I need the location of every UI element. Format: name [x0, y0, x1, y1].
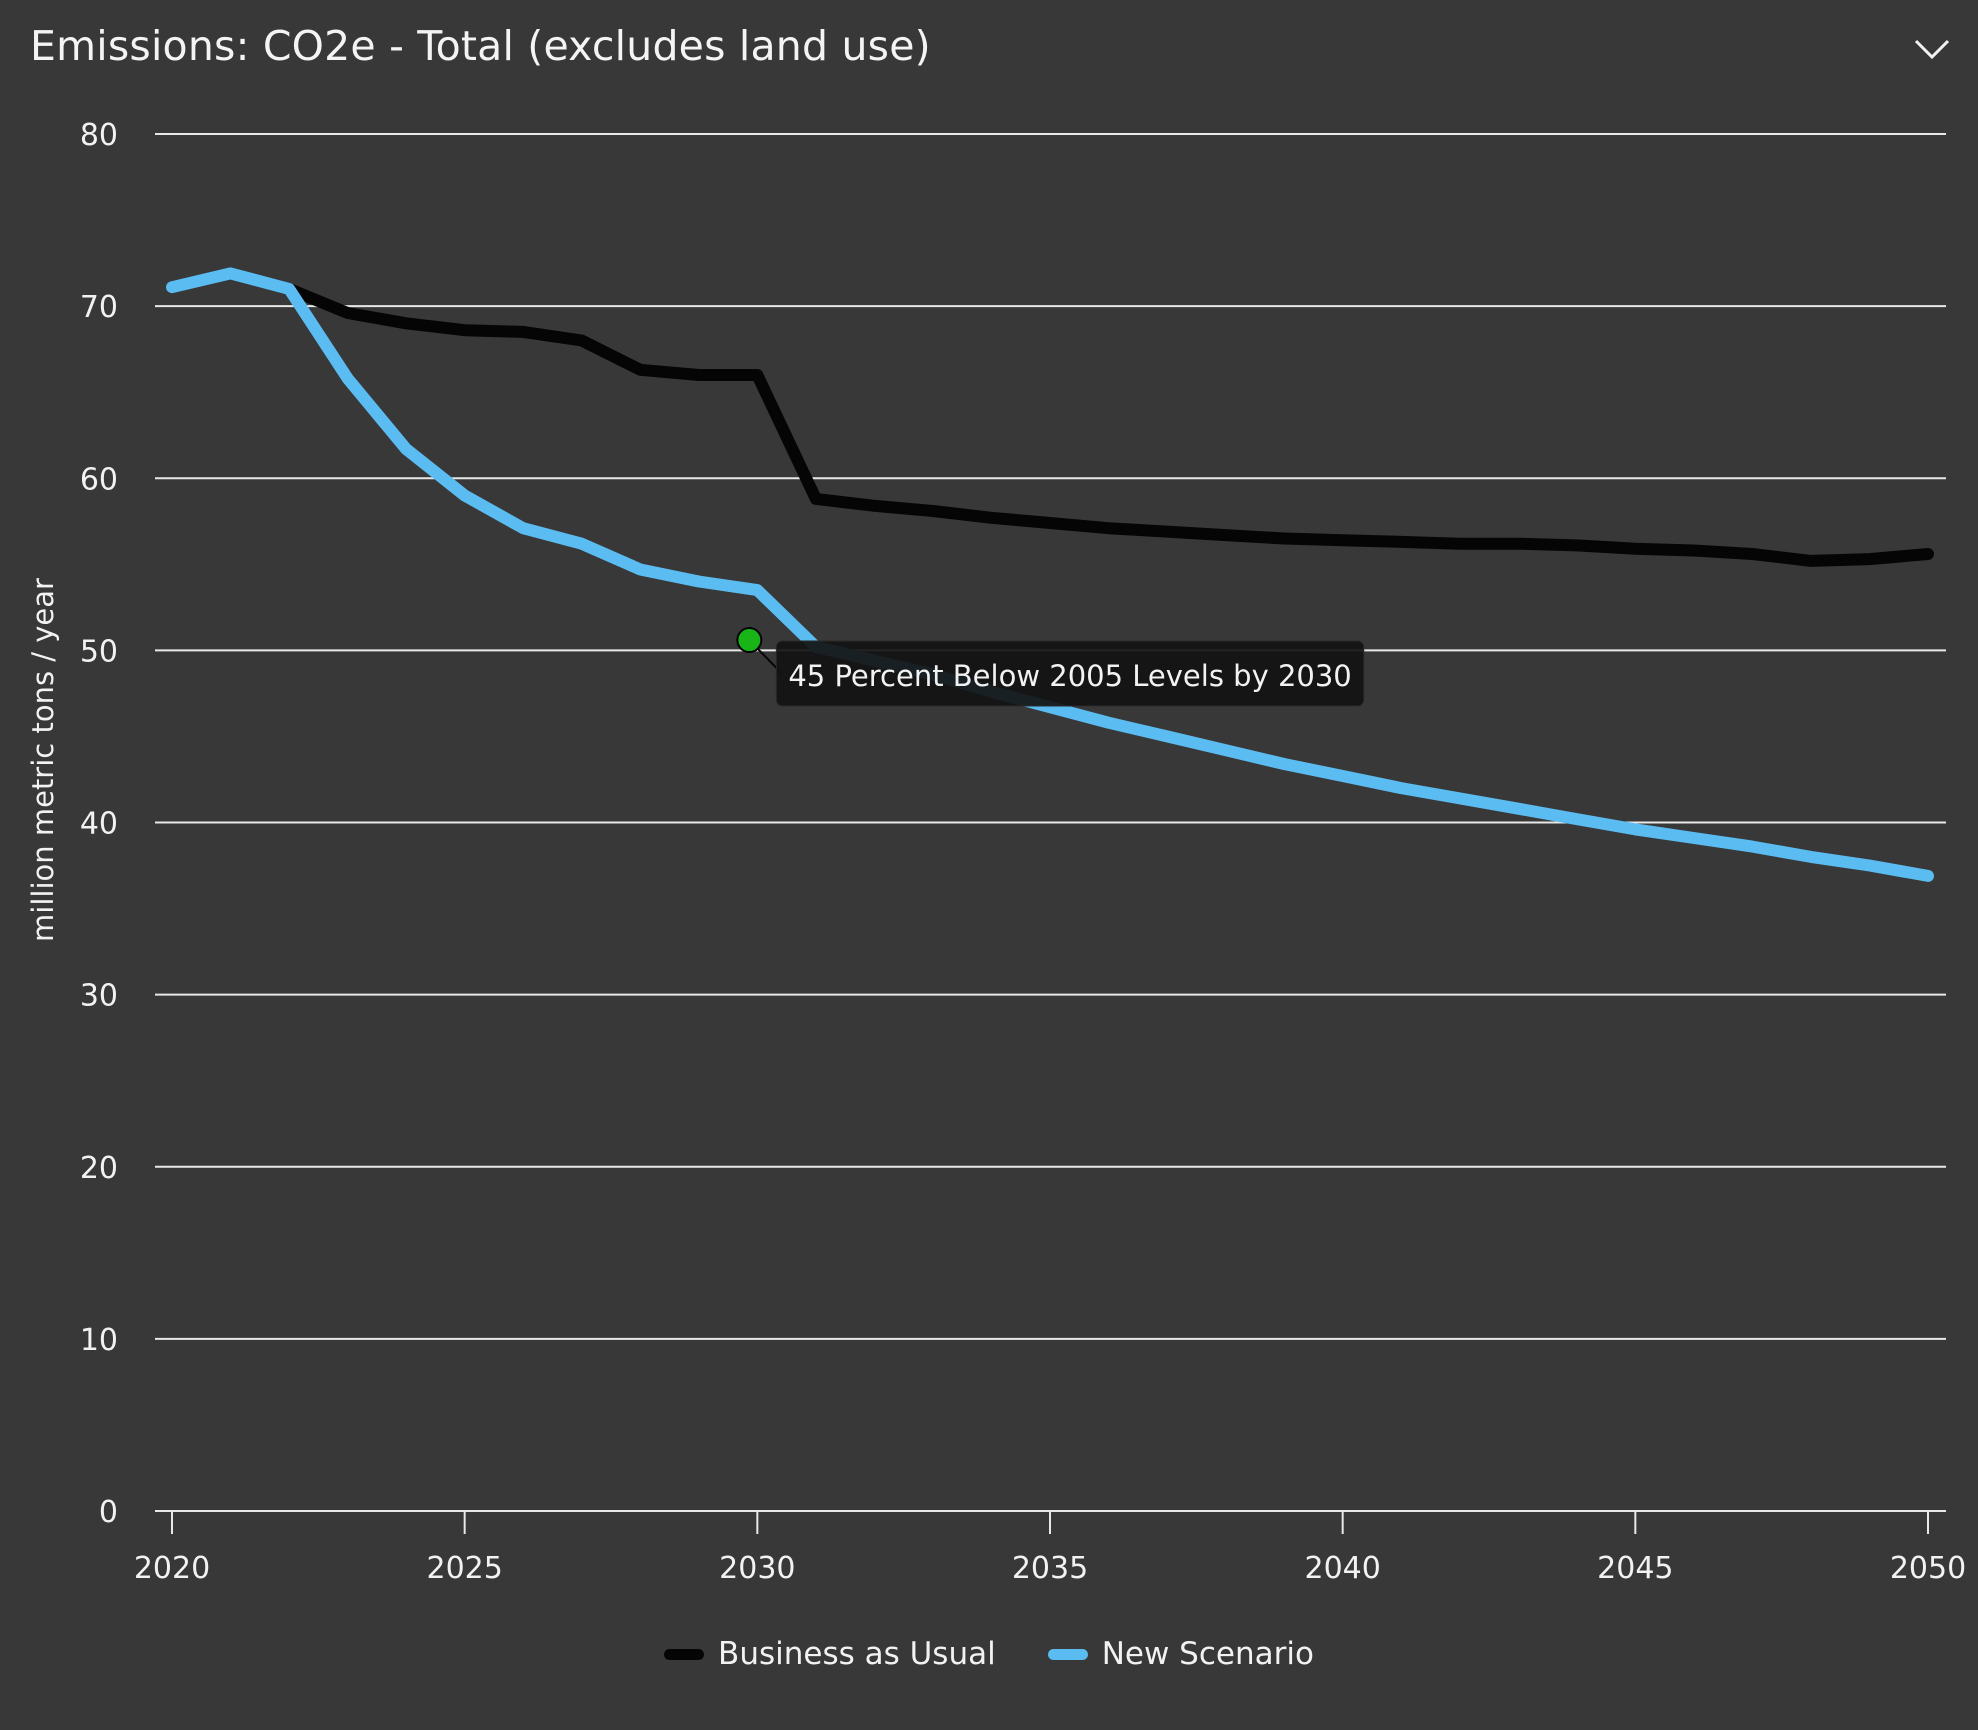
gridlines — [155, 133, 1946, 1512]
chevron-down-icon — [1914, 39, 1950, 60]
y-tick-label: 0 — [99, 1495, 118, 1530]
legend: Business as Usual New Scenario — [0, 1636, 1978, 1672]
y-tick-label: 50 — [80, 634, 118, 669]
y-tick-label: 70 — [80, 290, 118, 325]
series-line-business-as-usual — [166, 267, 1934, 567]
x-tick-label: 2045 — [1597, 1551, 1673, 1586]
x-axis: 2020 2025 2030 2035 2040 2045 2050 — [134, 1511, 1966, 1586]
legend-swatch-business-as-usual — [664, 1648, 705, 1660]
series-line-new-scenario — [166, 267, 1934, 882]
y-axis-label: million metric tons / year — [26, 578, 60, 942]
legend-item-new-scenario[interactable]: New Scenario — [1047, 1636, 1314, 1672]
y-tick-label: 60 — [80, 462, 118, 497]
x-tick-label: 2035 — [1012, 1551, 1088, 1586]
series-lines — [166, 267, 1934, 882]
collapse-button[interactable] — [1910, 32, 1954, 68]
y-tick-label: 80 — [80, 118, 118, 153]
y-tick-label: 40 — [80, 807, 118, 842]
chart-title: Emissions: CO2e - Total (excludes land u… — [30, 22, 931, 70]
annotation-marker — [736, 627, 763, 654]
y-tick-label: 10 — [80, 1323, 118, 1358]
x-tick-label: 2020 — [134, 1551, 210, 1586]
legend-label: Business as Usual — [718, 1636, 996, 1672]
y-tick-label: 30 — [80, 979, 118, 1014]
x-tick-label: 2030 — [719, 1551, 795, 1586]
x-tick-label: 2050 — [1890, 1551, 1966, 1586]
y-tick-label: 20 — [80, 1151, 118, 1186]
y-axis-tick-labels: 0 10 20 30 40 50 60 70 80 — [80, 118, 118, 1530]
legend-label: New Scenario — [1101, 1636, 1314, 1672]
x-tick-label: 2025 — [426, 1551, 502, 1586]
x-tick-label: 2040 — [1304, 1551, 1380, 1586]
annotation-box — [775, 640, 1365, 707]
annotation: 45 Percent Below 2005 Levels by 2030 — [736, 627, 1365, 707]
legend-swatch-new-scenario — [1047, 1648, 1088, 1660]
legend-item-business-as-usual[interactable]: Business as Usual — [664, 1636, 996, 1672]
annotation-label: 45 Percent Below 2005 Levels by 2030 — [788, 659, 1351, 693]
